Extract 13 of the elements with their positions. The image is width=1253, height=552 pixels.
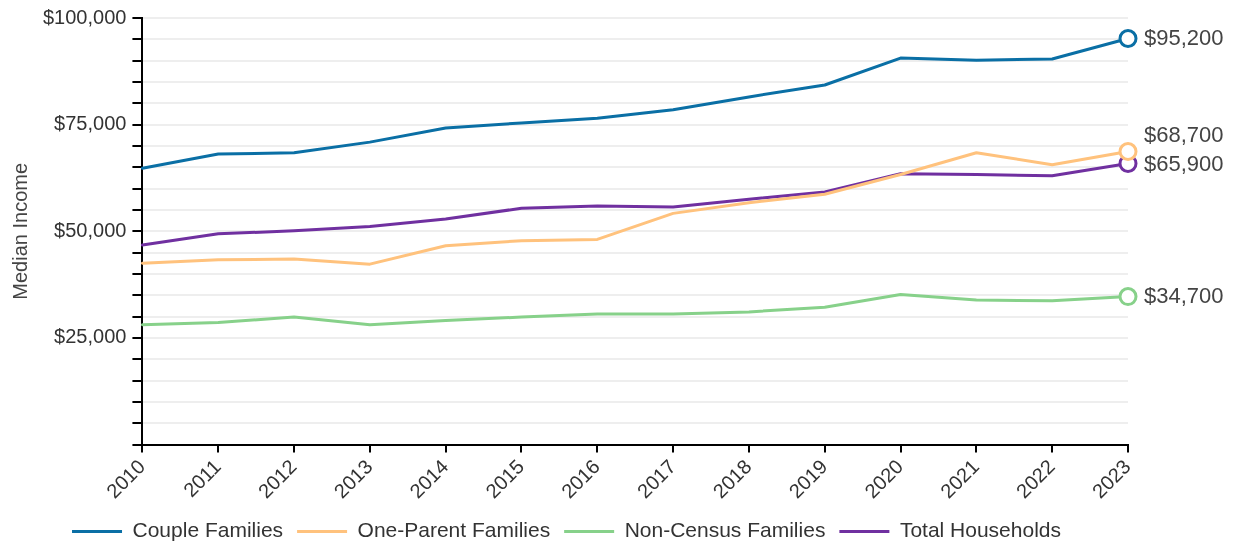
y-tick-label: $25,000 [54,325,127,348]
data-label: $34,700 [1144,282,1224,308]
y-tick-label: $100,000 [43,5,127,28]
legend-label: Total Households [899,518,1061,542]
legend-label: One-Parent Families [357,518,551,542]
data-label: $65,900 [1144,150,1224,176]
legend-label: Non-Census Families [624,518,826,542]
y-tick-label: $75,000 [54,112,127,135]
y-tick-label: $50,000 [54,218,127,241]
data-label: $68,700 [1144,121,1224,147]
legend-label: Couple Families [132,518,284,542]
data-label: $95,200 [1144,24,1224,50]
y-axis-title: Median Income [8,162,31,300]
